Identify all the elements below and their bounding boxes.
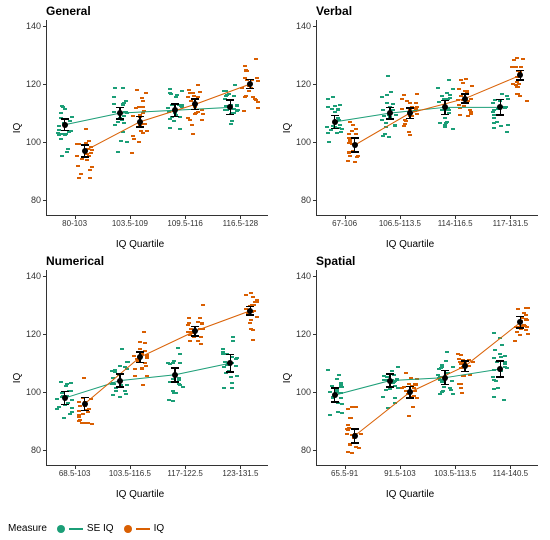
x-tick-label: 117-131.5 [493, 215, 528, 228]
panel-general: GeneralIQ8010012014080-103103.5-109109.5… [6, 4, 274, 252]
y-tick-label: 140 [296, 21, 317, 31]
plot-area: 8010012014067-106106.5-113.5114-116.5117… [316, 20, 538, 216]
mean-point [352, 142, 358, 148]
y-tick-label: 80 [301, 445, 317, 455]
mean-point [407, 110, 413, 116]
x-tick-label: 114-116.5 [438, 215, 473, 228]
legend-item-iq: IQ [124, 523, 165, 534]
y-tick-label: 80 [31, 195, 47, 205]
mean-point [442, 375, 448, 381]
mean-point [172, 372, 178, 378]
plot-area: 8010012014068.5-103103.5-116.5117-122.51… [46, 270, 268, 466]
mean-point [62, 122, 68, 128]
x-tick-label: 103.5-113.5 [434, 465, 476, 478]
x-tick-label: 109.5-116 [167, 215, 202, 228]
legend: Measure SE IQ IQ [8, 523, 164, 534]
y-tick-label: 140 [26, 21, 47, 31]
y-tick-label: 100 [26, 387, 47, 397]
y-tick-label: 80 [31, 445, 47, 455]
legend-line-se [69, 528, 83, 530]
panel-title: General [46, 4, 91, 18]
panel-title: Verbal [316, 4, 352, 18]
mean-point [332, 392, 338, 398]
mean-point [332, 119, 338, 125]
legend-label-se: SE IQ [87, 523, 114, 534]
y-tick-label: 140 [26, 271, 47, 281]
x-tick-label: 103.5-116.5 [109, 465, 151, 478]
x-axis-label: IQ Quartile [276, 239, 544, 250]
x-tick-label: 117-122.5 [167, 465, 202, 478]
x-tick-label: 80-103 [62, 215, 87, 228]
legend-swatch-se [57, 525, 65, 533]
x-tick-label: 106.5-113.5 [379, 215, 421, 228]
y-tick-label: 120 [296, 79, 317, 89]
mean-point [117, 110, 123, 116]
legend-line-iq [136, 528, 150, 530]
y-tick-label: 100 [296, 137, 317, 147]
x-tick-label: 114-140.5 [493, 465, 528, 478]
plot-area: 8010012014065.5-9191.5-103103.5-113.5114… [316, 270, 538, 466]
mean-point [137, 119, 143, 125]
panel-title: Spatial [316, 254, 355, 268]
mean-point [117, 378, 123, 384]
y-tick-label: 120 [26, 329, 47, 339]
x-tick-label: 65.5-91 [331, 465, 358, 478]
legend-swatch-iq [124, 525, 132, 533]
panel-spatial: SpatialIQ8010012014065.5-9191.5-103103.5… [276, 254, 544, 502]
x-axis-label: IQ Quartile [6, 489, 274, 500]
y-tick-label: 100 [26, 137, 47, 147]
panel-verbal: VerbalIQ8010012014067-106106.5-113.5114-… [276, 4, 544, 252]
y-axis-label: IQ [282, 373, 293, 384]
mean-point [462, 96, 468, 102]
mean-point [352, 433, 358, 439]
legend-title: Measure [8, 523, 47, 534]
plot-area: 8010012014080-103103.5-109109.5-116116.5… [46, 20, 268, 216]
y-tick-label: 80 [301, 195, 317, 205]
y-axis-label: IQ [282, 123, 293, 134]
x-tick-label: 91.5-103 [384, 465, 416, 478]
x-tick-label: 67-106 [332, 215, 357, 228]
y-tick-label: 120 [26, 79, 47, 89]
y-tick-label: 120 [296, 329, 317, 339]
x-axis-label: IQ Quartile [276, 489, 544, 500]
mean-point [387, 378, 393, 384]
panel-numerical: NumericalIQ8010012014068.5-103103.5-116.… [6, 254, 274, 502]
y-axis-label: IQ [12, 123, 23, 134]
mean-point [62, 395, 68, 401]
panel-title: Numerical [46, 254, 104, 268]
x-axis-label: IQ Quartile [6, 239, 274, 250]
mean-point [387, 110, 393, 116]
figure: GeneralIQ8010012014080-103103.5-109109.5… [0, 0, 550, 540]
x-tick-label: 123-131.5 [222, 465, 258, 478]
y-axis-label: IQ [12, 373, 23, 384]
mean-point [82, 148, 88, 154]
x-tick-label: 68.5-103 [59, 465, 91, 478]
legend-label-iq: IQ [154, 523, 165, 534]
x-tick-label: 116.5-128 [223, 215, 258, 228]
x-tick-label: 103.5-109 [112, 215, 148, 228]
legend-item-se: SE IQ [57, 523, 114, 534]
y-tick-label: 140 [296, 271, 317, 281]
panel-grid: GeneralIQ8010012014080-103103.5-109109.5… [0, 0, 550, 502]
y-tick-label: 100 [296, 387, 317, 397]
mean-point [82, 401, 88, 407]
